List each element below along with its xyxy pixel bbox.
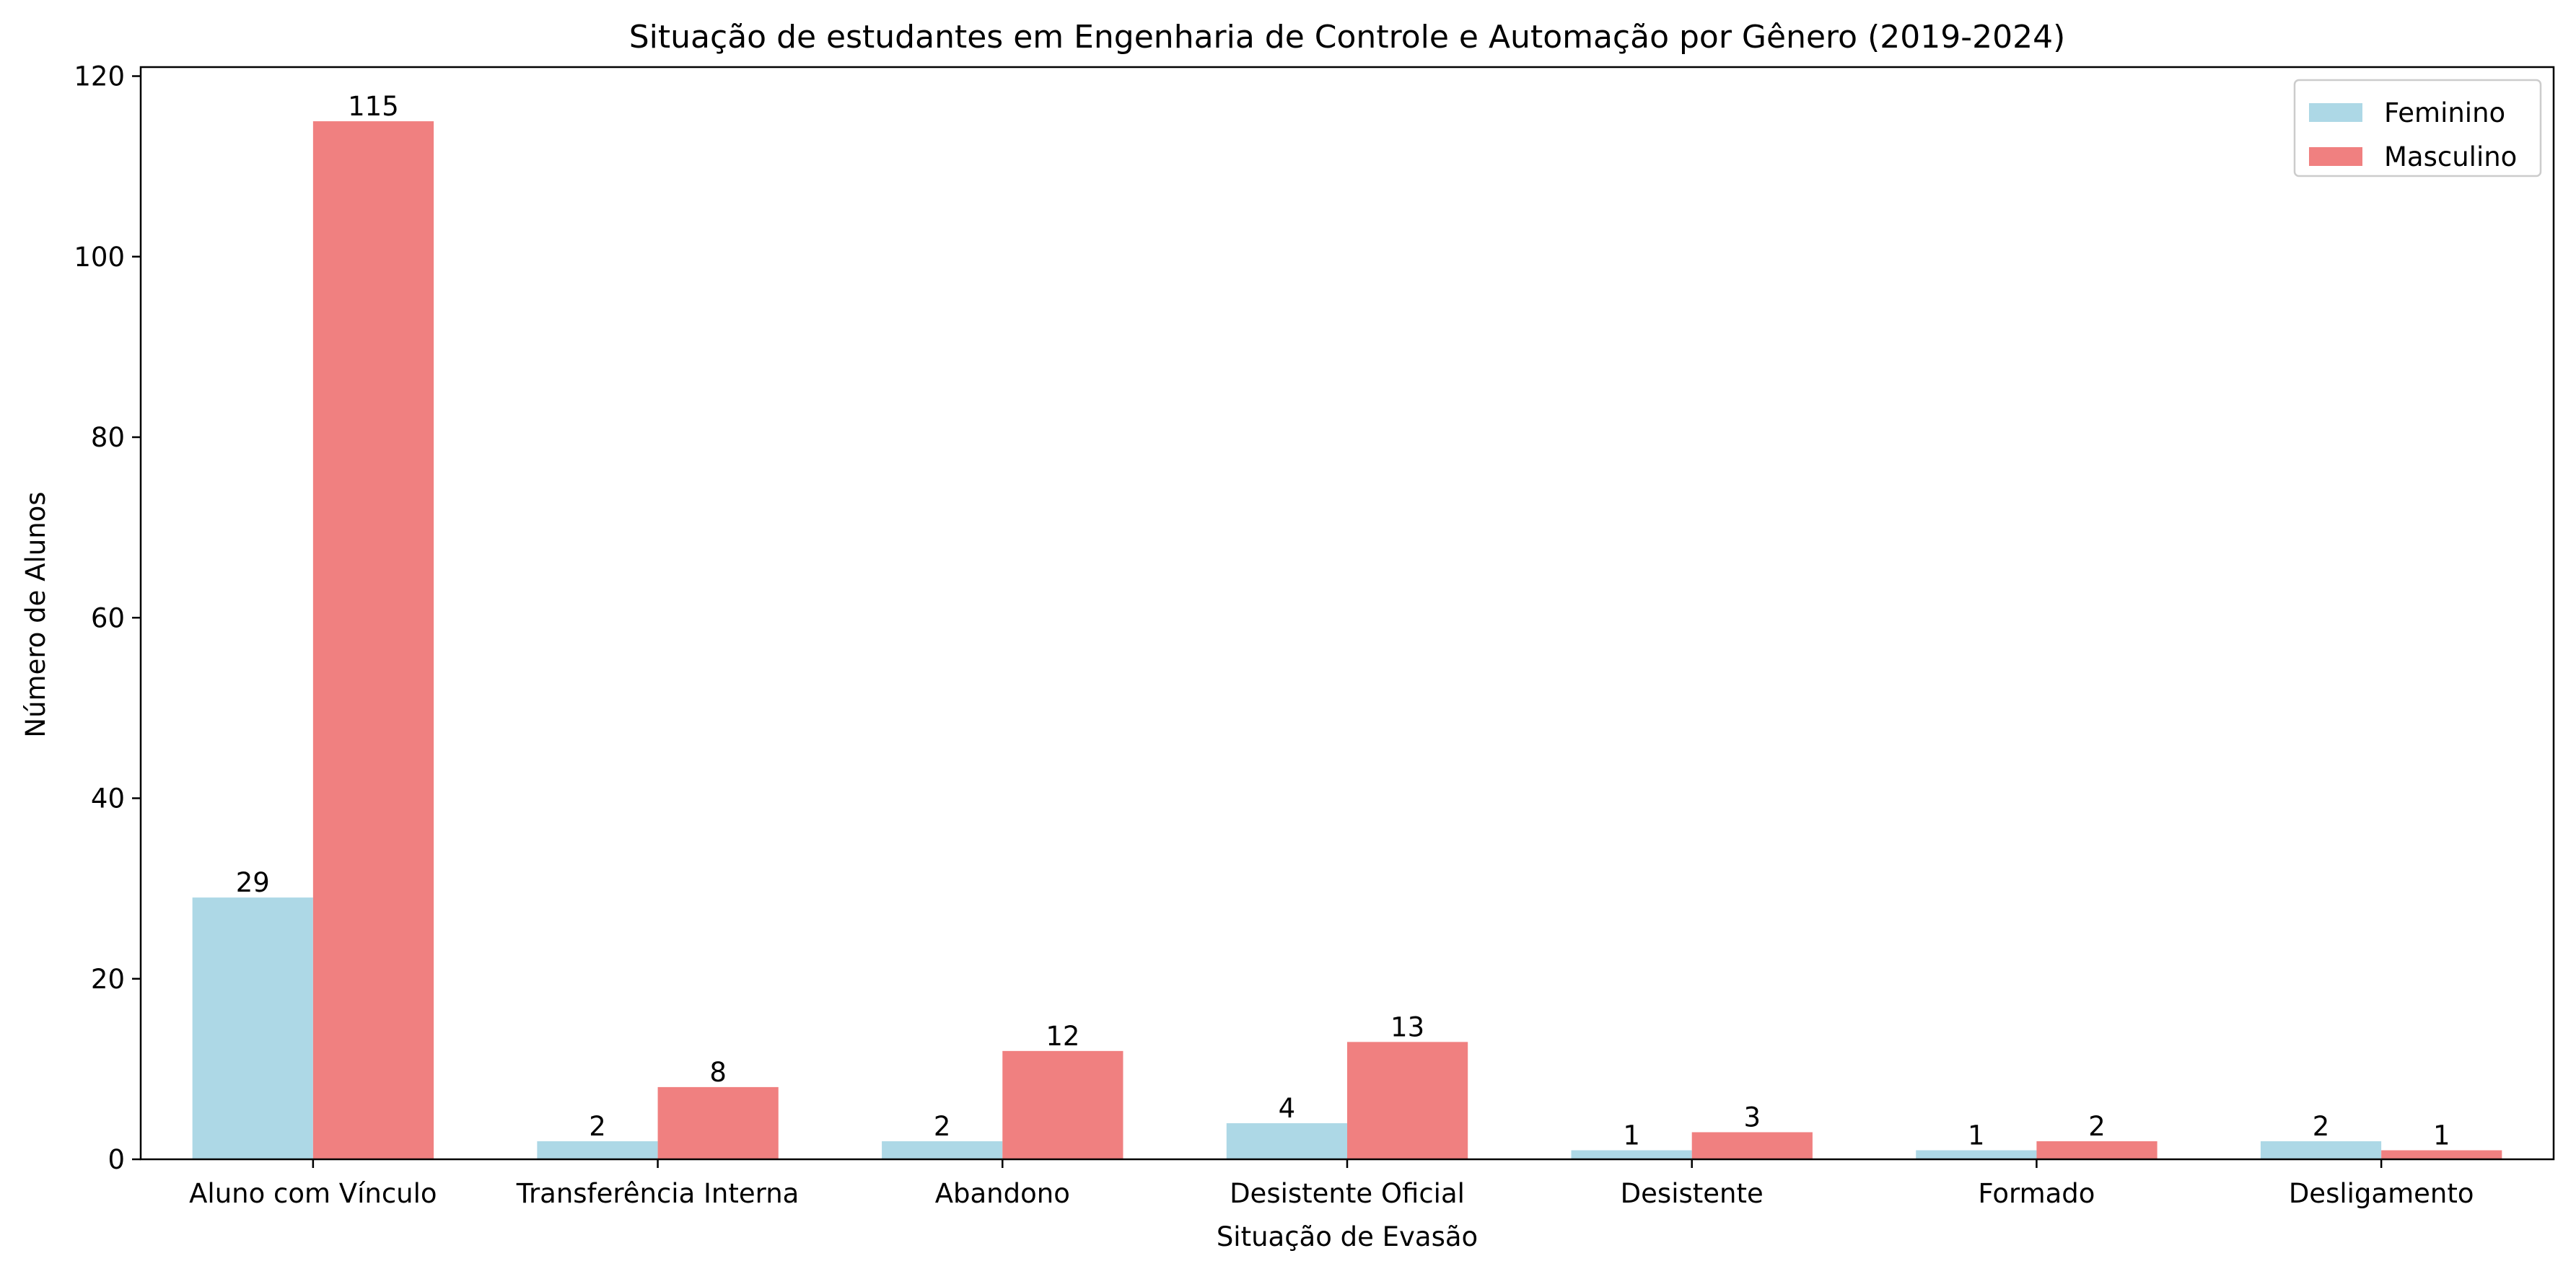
legend-swatch-feminino	[2309, 103, 2362, 122]
x-tick-label: Desistente Oficial	[1230, 1178, 1465, 1209]
y-tick-label: 40	[91, 783, 125, 814]
bar-masculino	[312, 121, 434, 1160]
legend-label-masculino: Masculino	[2384, 141, 2517, 172]
y-tick-label: 60	[91, 602, 125, 633]
legend-swatch-masculino	[2309, 147, 2362, 166]
data-label-masculino: 3	[1744, 1102, 1761, 1133]
bar-masculino	[2036, 1141, 2157, 1159]
bar-masculino	[2381, 1150, 2502, 1159]
data-label-feminino: 1	[1623, 1120, 1640, 1151]
data-label-masculino: 8	[709, 1057, 727, 1088]
x-tick-label: Desligamento	[2289, 1178, 2474, 1209]
axes-layer: 0 20 40 60 80 100 120 Aluno com Vínculo Transfer…	[74, 61, 2555, 1209]
data-label-masculino: 13	[1390, 1011, 1424, 1042]
plot-frame	[139, 66, 2555, 1161]
legend: Feminino Masculino	[2293, 79, 2542, 177]
bar-feminino	[537, 1141, 658, 1159]
data-label-feminino: 1	[1968, 1120, 1985, 1151]
y-tick-label: 100	[74, 242, 125, 273]
x-tick-label: Aluno com Vínculo	[189, 1178, 437, 1209]
y-tick-label: 20	[91, 964, 125, 995]
bar-masculino	[1347, 1042, 1468, 1159]
chart-title: Situação de estudantes em Engenharia de …	[629, 19, 2065, 56]
data-label-feminino: 2	[589, 1111, 606, 1142]
legend-label-feminino: Feminino	[2384, 97, 2505, 128]
x-tick-label: Desistente	[1621, 1178, 1764, 1209]
data-label-feminino: 4	[1279, 1093, 1296, 1124]
data-label-masculino: 2	[2088, 1111, 2106, 1142]
data-label-feminino: 2	[934, 1111, 951, 1142]
x-tick-label: Abandono	[935, 1178, 1070, 1209]
y-tick-label: 120	[74, 61, 125, 92]
bar-feminino	[1571, 1150, 1692, 1159]
data-label-masculino: 12	[1046, 1021, 1079, 1052]
y-tick-label: 80	[91, 422, 125, 453]
x-tick-label: Formado	[1978, 1178, 2095, 1209]
bar-masculino	[657, 1086, 779, 1159]
data-label-masculino: 115	[348, 91, 399, 122]
y-tick-label: 0	[108, 1144, 125, 1175]
data-label-feminino: 29	[236, 867, 270, 898]
data-label-masculino: 1	[2433, 1120, 2450, 1151]
x-axis-label: Situação de Evasão	[1217, 1221, 1478, 1252]
bar-feminino	[882, 1141, 1003, 1159]
bar-masculino	[1002, 1050, 1123, 1159]
bar-feminino	[192, 897, 313, 1159]
x-tick-label: Transferência Interna	[516, 1178, 799, 1209]
bar-feminino	[2260, 1141, 2382, 1159]
bar-feminino	[1916, 1150, 2037, 1159]
bars-layer	[192, 121, 2502, 1160]
bar-feminino	[1226, 1123, 1347, 1159]
y-axis-label: Número de Alunos	[20, 491, 51, 737]
data-label-feminino: 2	[2313, 1111, 2330, 1142]
bar-masculino	[1691, 1132, 1813, 1159]
